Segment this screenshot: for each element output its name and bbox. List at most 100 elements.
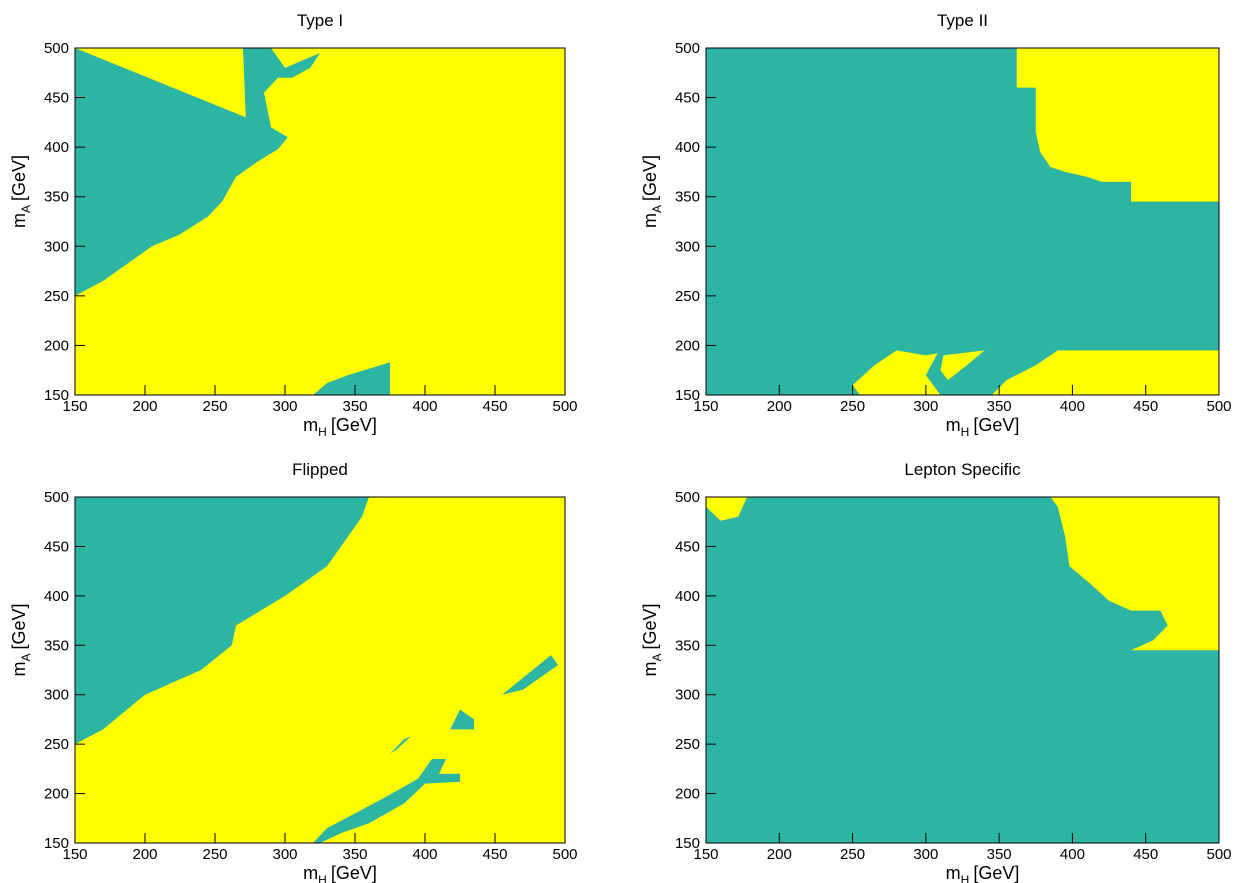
region [390, 736, 411, 755]
x-axis-label-sub: H [961, 425, 970, 439]
y-tick-label: 250 [675, 736, 700, 753]
panel-title: Type II [937, 11, 988, 30]
regions [75, 497, 558, 843]
x-tick-label: 150 [693, 398, 718, 415]
x-tick-label: 450 [482, 846, 507, 863]
x-axis-label-sub: H [961, 873, 970, 883]
y-tick-label: 300 [44, 687, 69, 704]
x-tick-label: 150 [693, 846, 718, 863]
x-axis-label-main: m [303, 415, 318, 435]
region [450, 709, 474, 730]
x-axis-label-unit: [GeV] [973, 863, 1019, 883]
y-tick-label: 350 [44, 189, 69, 206]
y-axis-label-unit: [GeV] [640, 155, 660, 201]
y-tick-label: 400 [675, 588, 700, 605]
x-tick-label: 300 [913, 398, 938, 415]
x-axis-label-unit: [GeV] [331, 415, 377, 435]
y-tick-label: 250 [675, 288, 700, 305]
y-axis-label: mA [GeV] [9, 603, 33, 676]
x-tick-label: 400 [1060, 846, 1085, 863]
region [502, 655, 558, 695]
y-axis-label-sub: A [19, 654, 33, 662]
x-tick-label: 400 [1060, 398, 1085, 415]
x-tick-label: 250 [202, 398, 227, 415]
region [991, 350, 1219, 395]
x-axis-label: mH [GeV] [303, 863, 377, 883]
x-tick-label: 500 [552, 398, 577, 415]
x-tick-label: 350 [342, 398, 367, 415]
y-tick-label: 450 [44, 90, 69, 107]
x-tick-label: 500 [1206, 846, 1231, 863]
panel-title: Flipped [292, 460, 348, 479]
x-tick-label: 300 [272, 398, 297, 415]
x-axis-label: mH [GeV] [946, 863, 1020, 883]
x-axis-label-sub: H [318, 425, 327, 439]
x-tick-label: 250 [840, 846, 865, 863]
x-tick-label: 350 [987, 398, 1012, 415]
x-tick-label: 300 [913, 846, 938, 863]
y-tick-label: 150 [44, 835, 69, 852]
y-tick-label: 150 [44, 387, 69, 404]
regions [706, 497, 1219, 651]
y-tick-label: 350 [675, 189, 700, 206]
y-tick-label: 300 [675, 687, 700, 704]
y-tick-label: 500 [675, 40, 700, 57]
y-tick-label: 250 [44, 288, 69, 305]
y-axis-label-sub: A [19, 205, 33, 213]
y-axis-label-main: m [640, 662, 660, 677]
y-tick-label: 200 [675, 786, 700, 803]
region [313, 758, 460, 843]
y-tick-label: 500 [675, 489, 700, 506]
regions [852, 48, 1219, 395]
x-tick-label: 200 [132, 846, 157, 863]
x-tick-label: 150 [62, 398, 87, 415]
y-tick-label: 350 [675, 637, 700, 654]
y-axis-label: mA [GeV] [9, 155, 33, 228]
region [75, 48, 320, 296]
y-tick-label: 300 [44, 238, 69, 255]
x-tick-label: 350 [987, 846, 1012, 863]
x-tick-label: 200 [767, 846, 792, 863]
y-tick-label: 150 [675, 835, 700, 852]
region [706, 497, 748, 521]
panel: Flipped 150 200 250 300 350 400 450 500 150 200 250… [9, 460, 578, 883]
x-axis-label-main: m [303, 863, 318, 883]
axes-frame [74, 47, 566, 396]
region [1050, 497, 1219, 651]
x-axis-label-sub: H [318, 873, 327, 883]
y-tick-label: 400 [44, 588, 69, 605]
x-tick-label: 250 [202, 846, 227, 863]
region [852, 350, 941, 395]
y-axis-label-unit: [GeV] [640, 603, 660, 649]
y-tick-label: 450 [675, 90, 700, 107]
x-tick-label: 450 [482, 398, 507, 415]
y-axis-label: mA [GeV] [640, 155, 664, 228]
y-axis-label-unit: [GeV] [9, 155, 29, 201]
y-axis-label-main: m [9, 213, 29, 228]
x-axis-label: mH [GeV] [303, 415, 377, 439]
axes-frame [705, 496, 1220, 844]
y-tick-label: 500 [44, 40, 69, 57]
region [75, 497, 369, 745]
y-axis-label-main: m [640, 213, 660, 228]
panel: Lepton Specific 150 200 250 300 350 400 450 500 1… [640, 460, 1232, 883]
x-tick-label: 150 [62, 846, 87, 863]
x-axis-label-unit: [GeV] [331, 863, 377, 883]
x-axis-label: mH [GeV] [946, 415, 1020, 439]
y-axis-label-sub: A [650, 654, 664, 662]
panel: Type I 150 200 250 300 350 400 450 500 150 200 250 3… [9, 11, 578, 439]
x-tick-label: 250 [840, 398, 865, 415]
x-tick-label: 500 [552, 846, 577, 863]
y-tick-label: 250 [44, 736, 69, 753]
x-tick-label: 500 [1206, 398, 1231, 415]
regions [75, 48, 390, 395]
y-tick-label: 450 [44, 538, 69, 555]
region [313, 362, 390, 395]
region [940, 350, 985, 381]
y-tick-label: 200 [44, 337, 69, 354]
x-tick-label: 200 [132, 398, 157, 415]
y-tick-label: 300 [675, 238, 700, 255]
panel: Type II 150 200 250 300 350 400 450 500 150 200 250… [640, 11, 1232, 439]
axes-frame [705, 47, 1220, 396]
x-tick-label: 450 [1133, 398, 1158, 415]
